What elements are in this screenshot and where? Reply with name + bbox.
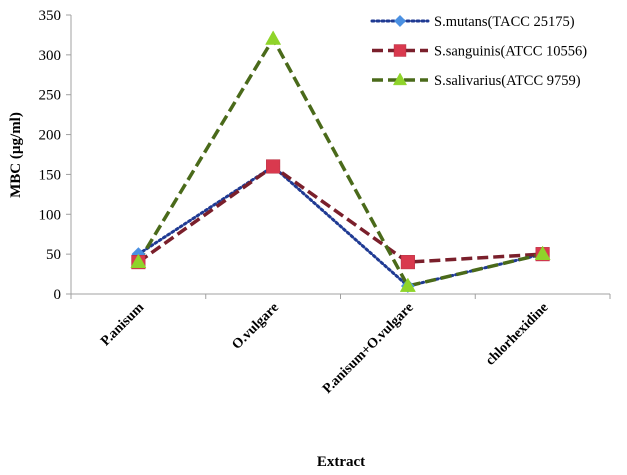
- y-tick-label: 300: [39, 48, 62, 64]
- data-point-series-2: [266, 159, 281, 174]
- y-tick-label: 100: [39, 207, 62, 223]
- legend-label-1: S.mutans(TACC 25175): [434, 14, 575, 30]
- data-point-series-3: [399, 277, 416, 292]
- legend-marker-2: [393, 44, 407, 57]
- x-ticks: P.anisum O.vulgare P.anisum+O.vulgare chlor…: [70, 294, 611, 397]
- x-category-label: O.vulgare: [229, 300, 282, 353]
- series-line-2: [137, 164, 543, 264]
- series-line-3: [136, 35, 544, 289]
- y-tick-label: 0: [54, 287, 62, 303]
- legend-marker-1: [393, 14, 407, 28]
- data-point-series-3: [130, 253, 147, 268]
- legend-marker-3: [392, 72, 408, 86]
- y-axis-title: MBC (µg/ml): [8, 112, 24, 198]
- series-markers: [130, 30, 551, 294]
- y-tick-label: 200: [39, 128, 62, 144]
- y-tick-label: 50: [46, 247, 61, 263]
- x-category-label: P.anisum+O.vulgare: [320, 300, 417, 397]
- data-point-series-3: [534, 245, 551, 260]
- data-point-series-2: [400, 255, 415, 270]
- y-tick-label: 150: [39, 167, 62, 183]
- data-point-series-3: [265, 30, 282, 45]
- y-tick-label: 350: [39, 8, 62, 24]
- y-tick-label: 250: [39, 88, 62, 104]
- legend: S.mutans(TACC 25175) S.sanguinis(ATCC 105…: [370, 14, 587, 89]
- x-axis-title: Extract: [317, 454, 365, 470]
- legend-label-3: S.salivarius(ATCC 9759): [434, 73, 581, 89]
- x-category-label: P.anisum: [98, 300, 147, 349]
- series-lines: [136, 35, 545, 289]
- legend-label-2: S.sanguinis(ATCC 10556): [434, 44, 587, 60]
- y-ticks: 0 50 100 150 200 250 300 350: [39, 8, 71, 303]
- x-category-label: chlorhexidine: [483, 300, 551, 368]
